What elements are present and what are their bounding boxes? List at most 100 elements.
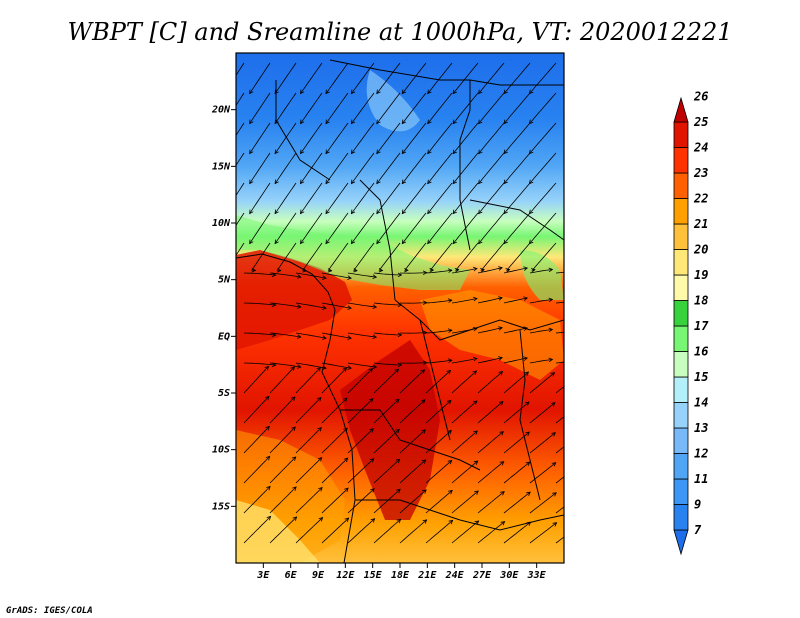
streamline-arrow	[265, 455, 271, 461]
colorbar-label: 9	[694, 498, 701, 512]
streamline-arrow	[474, 520, 480, 525]
streamline	[404, 242, 427, 271]
colorbar-segment	[673, 427, 689, 454]
streamline-arrow	[500, 521, 506, 526]
streamline-arrow	[266, 485, 271, 491]
streamline-arrow	[318, 487, 323, 492]
streamline	[477, 461, 504, 484]
streamline	[321, 517, 349, 544]
streamline-arrow	[347, 365, 352, 370]
streamline	[503, 122, 531, 154]
streamline-arrow	[447, 429, 452, 435]
colorbar-label: 16	[694, 345, 708, 359]
streamline	[249, 122, 271, 154]
streamline	[295, 397, 322, 424]
streamline-arrow	[422, 519, 428, 524]
border-line-7	[355, 499, 564, 531]
streamline	[477, 431, 504, 454]
streamline	[529, 372, 555, 394]
streamline	[477, 401, 504, 424]
streamline-arrow	[448, 519, 454, 525]
streamline	[529, 522, 557, 544]
streamline-arrow	[530, 268, 536, 273]
streamline	[321, 302, 352, 309]
streamline-arrow	[290, 366, 295, 371]
streamline	[555, 331, 564, 334]
streamline	[529, 432, 556, 454]
streamline	[295, 332, 327, 339]
streamline-arrow	[548, 267, 554, 273]
streamline-arrow	[249, 149, 254, 155]
streamline	[325, 182, 349, 214]
streamline-arrow	[420, 369, 426, 374]
colorbar-max-arrow	[673, 96, 689, 123]
streamline	[295, 367, 321, 394]
streamline-arrow	[401, 119, 407, 125]
colorbar-segment	[673, 325, 689, 352]
streamline-arrow	[325, 209, 330, 215]
streamline-arrow	[574, 300, 578, 304]
streamline	[347, 362, 377, 368]
streamline	[274, 62, 297, 94]
colorbar-segment	[673, 172, 689, 199]
border-line-8	[469, 79, 564, 86]
streamline	[477, 521, 505, 544]
streamline-arrow	[401, 149, 407, 155]
streamline	[321, 427, 348, 454]
streamline	[243, 272, 276, 276]
streamline-arrow	[322, 365, 327, 370]
streamline	[325, 212, 349, 244]
streamline-arrow	[394, 368, 400, 374]
streamline-arrow	[276, 267, 282, 273]
streamline-arrow	[296, 304, 302, 309]
streamline-arrow	[296, 364, 302, 369]
colorbar-segment	[673, 223, 689, 250]
streamline	[249, 152, 271, 184]
streamline	[427, 152, 453, 184]
streamline	[300, 62, 323, 94]
streamline	[529, 492, 557, 514]
streamline-arrow	[499, 431, 504, 436]
streamline	[555, 476, 564, 484]
streamline-arrow	[325, 119, 330, 125]
lat-tick-label: EQ	[218, 331, 230, 342]
streamline	[425, 400, 452, 424]
streamline	[529, 359, 553, 364]
streamline-arrow	[548, 357, 554, 363]
streamline	[295, 272, 327, 279]
streamline-arrow	[478, 119, 483, 125]
streamline	[243, 516, 271, 544]
colorbar-segment	[673, 376, 689, 403]
streamline-arrow	[503, 149, 508, 155]
streamline-arrow	[325, 89, 330, 95]
streamline-arrow	[316, 397, 322, 402]
streamline	[300, 212, 323, 244]
streamline-arrow	[224, 210, 228, 214]
streamline	[321, 487, 349, 514]
streamline-arrow	[503, 119, 508, 125]
streamline-arrow	[224, 120, 228, 124]
streamline	[249, 62, 271, 94]
streamline-arrow	[528, 239, 534, 245]
streamline	[274, 182, 297, 214]
streamline-arrow	[401, 209, 407, 215]
streamline	[425, 269, 452, 274]
streamline	[249, 182, 271, 214]
streamline-arrow	[396, 488, 401, 494]
streamline-arrow	[249, 89, 254, 95]
streamline-arrow	[300, 179, 305, 185]
streamline-arrow	[370, 518, 376, 523]
streamline-arrow	[224, 240, 228, 244]
streamline-arrow	[224, 90, 228, 94]
streamline	[477, 491, 505, 514]
streamline	[451, 298, 477, 304]
streamline-arrow	[574, 270, 578, 274]
streamline	[269, 456, 296, 484]
streamline	[236, 152, 245, 167]
streamline	[325, 62, 349, 94]
streamline-arrow	[376, 209, 381, 215]
lat-tick-label: 10S	[212, 445, 230, 456]
streamline	[321, 457, 348, 484]
streamline-arrow	[274, 149, 279, 155]
colorbar-segment	[673, 198, 689, 225]
